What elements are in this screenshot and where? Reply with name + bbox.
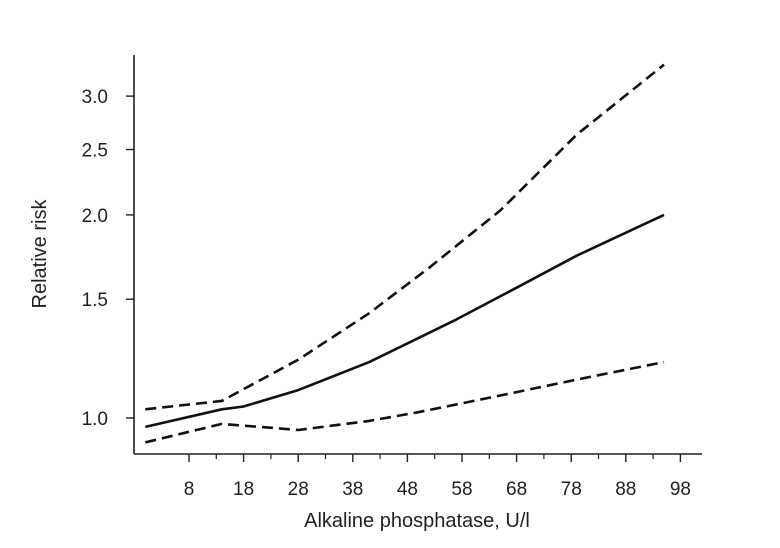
y-tick-label: 2.0 [82, 206, 108, 227]
x-tick-label: 98 [670, 479, 691, 500]
x-tick-label: 88 [615, 479, 636, 500]
y-axis-title: Relative risk [29, 199, 51, 309]
x-tick-label: 58 [451, 479, 472, 500]
confidence-limit-line [145, 63, 665, 411]
y-axis-ticks: 1.0 1.5 2.0 2.5 3.0 [82, 87, 134, 430]
y-tick-label: 1.5 [82, 290, 108, 311]
x-axis-ticks: 8 18 28 38 48 58 68 78 88 98 [184, 454, 691, 500]
x-tick-label: 8 [184, 479, 195, 500]
x-tick-label: 68 [506, 479, 527, 500]
x-tick-label: 18 [233, 479, 254, 500]
x-tick-label: 28 [288, 479, 309, 500]
y-tick-label: 1.0 [82, 409, 108, 430]
x-tick-label: 78 [561, 479, 582, 500]
x-tick-label: 38 [342, 479, 363, 500]
estimate-line [145, 213, 665, 429]
y-tick-label: 3.0 [82, 87, 108, 108]
confidence-limit-line [144, 360, 665, 444]
y-tick-label: 2.5 [82, 141, 108, 162]
x-axis-title: Alkaline phosphatase, U/l [304, 510, 530, 532]
x-tick-label: 48 [397, 479, 418, 500]
plot-lines [144, 63, 665, 444]
